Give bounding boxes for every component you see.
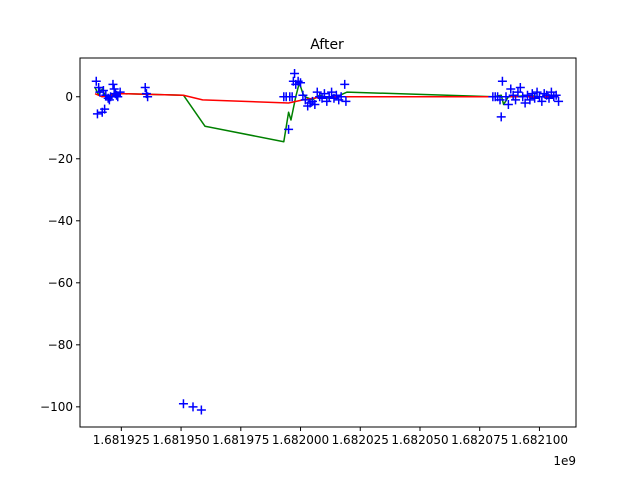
y-tick-label: −20 <box>48 152 73 166</box>
data-point-17 <box>140 82 150 92</box>
data-point-64 <box>515 82 525 92</box>
data-point-6 <box>100 104 110 114</box>
data-point-41 <box>317 93 327 103</box>
data-point-79 <box>551 90 561 100</box>
data-point-68 <box>525 95 535 105</box>
data-point-25 <box>284 124 294 134</box>
plot-area <box>91 69 564 415</box>
data-point-11 <box>108 79 118 89</box>
x-tick-label: 1.682100 <box>511 433 568 447</box>
data-point-39 <box>312 87 322 97</box>
axes-frame <box>79 57 577 428</box>
data-point-22 <box>196 405 206 415</box>
x-tick-label: 1.682050 <box>391 433 448 447</box>
data-point-57 <box>496 112 506 122</box>
data-point-56 <box>497 76 507 86</box>
data-point-16 <box>115 87 125 97</box>
axes: 1.681925 1.681950 1.681975 1.682000 1.682025… <box>40 57 577 447</box>
x-tick-label: 1.682000 <box>272 433 329 447</box>
data-point-50 <box>340 79 350 89</box>
data-point-76 <box>544 93 554 103</box>
data-point-20 <box>178 399 188 409</box>
data-point-55 <box>495 95 505 105</box>
data-point-65 <box>518 92 528 102</box>
x-offset-label: 1e9 <box>553 454 576 468</box>
y-tick-label: 0 <box>65 90 73 104</box>
data-point-77 <box>546 87 556 97</box>
data-point-66 <box>520 98 530 108</box>
data-point-80 <box>554 96 564 106</box>
x-tick-label: 1.682025 <box>332 433 389 447</box>
y-tick-label: −40 <box>48 214 73 228</box>
y-tick-label: −80 <box>48 338 73 352</box>
data-point-21 <box>188 402 198 412</box>
data-point-73 <box>537 96 547 106</box>
data-point-59 <box>503 100 513 110</box>
data-point-72 <box>534 92 544 102</box>
x-tick-label: 1.681950 <box>152 433 209 447</box>
data-point-5 <box>98 86 108 96</box>
data-point-58 <box>501 92 511 102</box>
x-tick-label: 1.681975 <box>212 433 269 447</box>
data-point-67 <box>523 90 532 100</box>
data-point-62 <box>511 95 521 105</box>
data-point-63 <box>513 87 523 97</box>
data-point-15 <box>113 92 123 102</box>
data-point-47 <box>331 90 341 100</box>
y-tick-label: −100 <box>40 400 73 414</box>
data-point-38 <box>310 100 320 110</box>
data-point-1 <box>92 109 102 119</box>
data-point-12 <box>109 84 119 94</box>
data-point-60 <box>506 84 516 94</box>
data-point-0 <box>91 76 101 86</box>
data-point-70 <box>530 93 540 103</box>
data-point-29 <box>290 69 300 78</box>
data-point-19 <box>143 92 153 102</box>
data-point-69 <box>527 89 537 99</box>
data-point-42 <box>319 89 329 99</box>
data-point-51 <box>341 96 351 106</box>
data-point-49 <box>336 92 346 102</box>
data-point-43 <box>322 96 332 106</box>
data-point-27 <box>287 92 297 102</box>
data-point-2 <box>94 82 104 92</box>
y-tick-label: −60 <box>48 276 73 290</box>
data-point-32 <box>296 78 306 88</box>
x-tick-label: 1.681925 <box>93 433 150 447</box>
data-point-34 <box>300 95 310 105</box>
chart-title: After <box>310 37 344 53</box>
data-point-44 <box>324 92 334 102</box>
x-tick-label: 1.682075 <box>451 433 508 447</box>
data-point-45 <box>327 87 337 97</box>
data-point-61 <box>508 90 518 100</box>
data-point-71 <box>532 87 542 97</box>
data-point-33 <box>298 90 308 100</box>
